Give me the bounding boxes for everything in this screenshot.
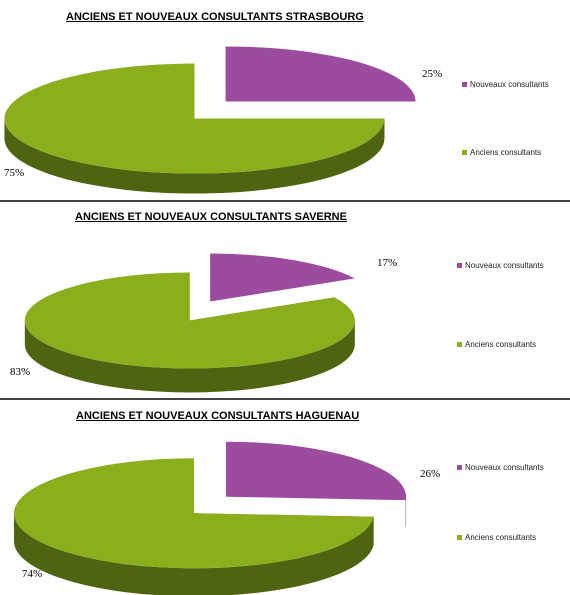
pct-label-old: 83% bbox=[10, 366, 31, 378]
pie-slice-old bbox=[4, 63, 385, 194]
legend-swatch-old bbox=[457, 535, 462, 540]
legend-item-old: Anciens consultants bbox=[457, 340, 536, 349]
chart-panel-strasbourg: ANCIENS ET NOUVEAUX CONSULTANTS STRASBOU… bbox=[0, 0, 570, 200]
legend-label: Anciens consultants bbox=[465, 533, 537, 542]
legend-label: Nouveaux consultants bbox=[465, 463, 544, 472]
legend-swatch-new bbox=[462, 82, 467, 87]
legend-swatch-new bbox=[457, 465, 462, 470]
chart-panel-saverne: ANCIENS ET NOUVEAUX CONSULTANTS SAVERNE … bbox=[0, 204, 570, 396]
pie-slice-top bbox=[226, 441, 407, 501]
pie-slice-top bbox=[225, 46, 416, 102]
pie-slice-top bbox=[4, 63, 385, 174]
legend-label: Nouveaux consultants bbox=[465, 261, 544, 270]
pie-slice-rim bbox=[24, 320, 355, 393]
chart-title: ANCIENS ET NOUVEAUX CONSULTANTS HAGUENAU bbox=[76, 410, 360, 422]
pct-label-new: 17% bbox=[377, 257, 398, 269]
chart-panel-haguenau: ANCIENS ET NOUVEAUX CONSULTANTS HAGUENAU… bbox=[0, 402, 570, 595]
pie-slice-old bbox=[13, 458, 374, 595]
legend-item-new: Nouveaux consultants bbox=[457, 261, 544, 270]
pie-chart bbox=[13, 441, 407, 595]
pie-slice-top bbox=[24, 272, 355, 369]
chart-title: ANCIENS ET NOUVEAUX CONSULTANTS SAVERNE bbox=[75, 211, 347, 223]
pie-slice-old bbox=[24, 272, 355, 393]
pie-slice-new bbox=[210, 253, 355, 302]
pct-label-new: 25% bbox=[422, 68, 443, 80]
pie-slice-rim bbox=[4, 118, 385, 194]
pct-label-old: 74% bbox=[22, 568, 43, 580]
pie-chart bbox=[24, 253, 355, 393]
legend-label: Anciens consultants bbox=[465, 340, 537, 349]
divider bbox=[0, 398, 570, 400]
legend-label: Anciens consultants bbox=[470, 148, 542, 157]
divider bbox=[0, 200, 570, 202]
legend-item-old: Anciens consultants bbox=[457, 533, 536, 542]
pct-label-old: 75% bbox=[4, 167, 25, 179]
pie-slice-new bbox=[225, 46, 416, 102]
legend-swatch-new bbox=[457, 263, 462, 268]
pie-slice-rim bbox=[13, 513, 374, 595]
pct-label-new: 26% bbox=[420, 468, 441, 480]
legend-swatch-old bbox=[462, 150, 467, 155]
chart-title: ANCIENS ET NOUVEAUX CONSULTANTS STRASBOU… bbox=[66, 11, 364, 23]
pie-slice-top bbox=[210, 253, 355, 302]
legend-item-new: Nouveaux consultants bbox=[462, 80, 549, 89]
legend-label: Nouveaux consultants bbox=[470, 80, 549, 89]
legend-item-old: Anciens consultants bbox=[462, 148, 541, 157]
legend-item-new: Nouveaux consultants bbox=[457, 463, 544, 472]
legend-swatch-old bbox=[457, 342, 462, 347]
pie-slice-top bbox=[13, 458, 374, 569]
pie-slice-new bbox=[226, 441, 407, 529]
pie-chart bbox=[4, 46, 416, 194]
